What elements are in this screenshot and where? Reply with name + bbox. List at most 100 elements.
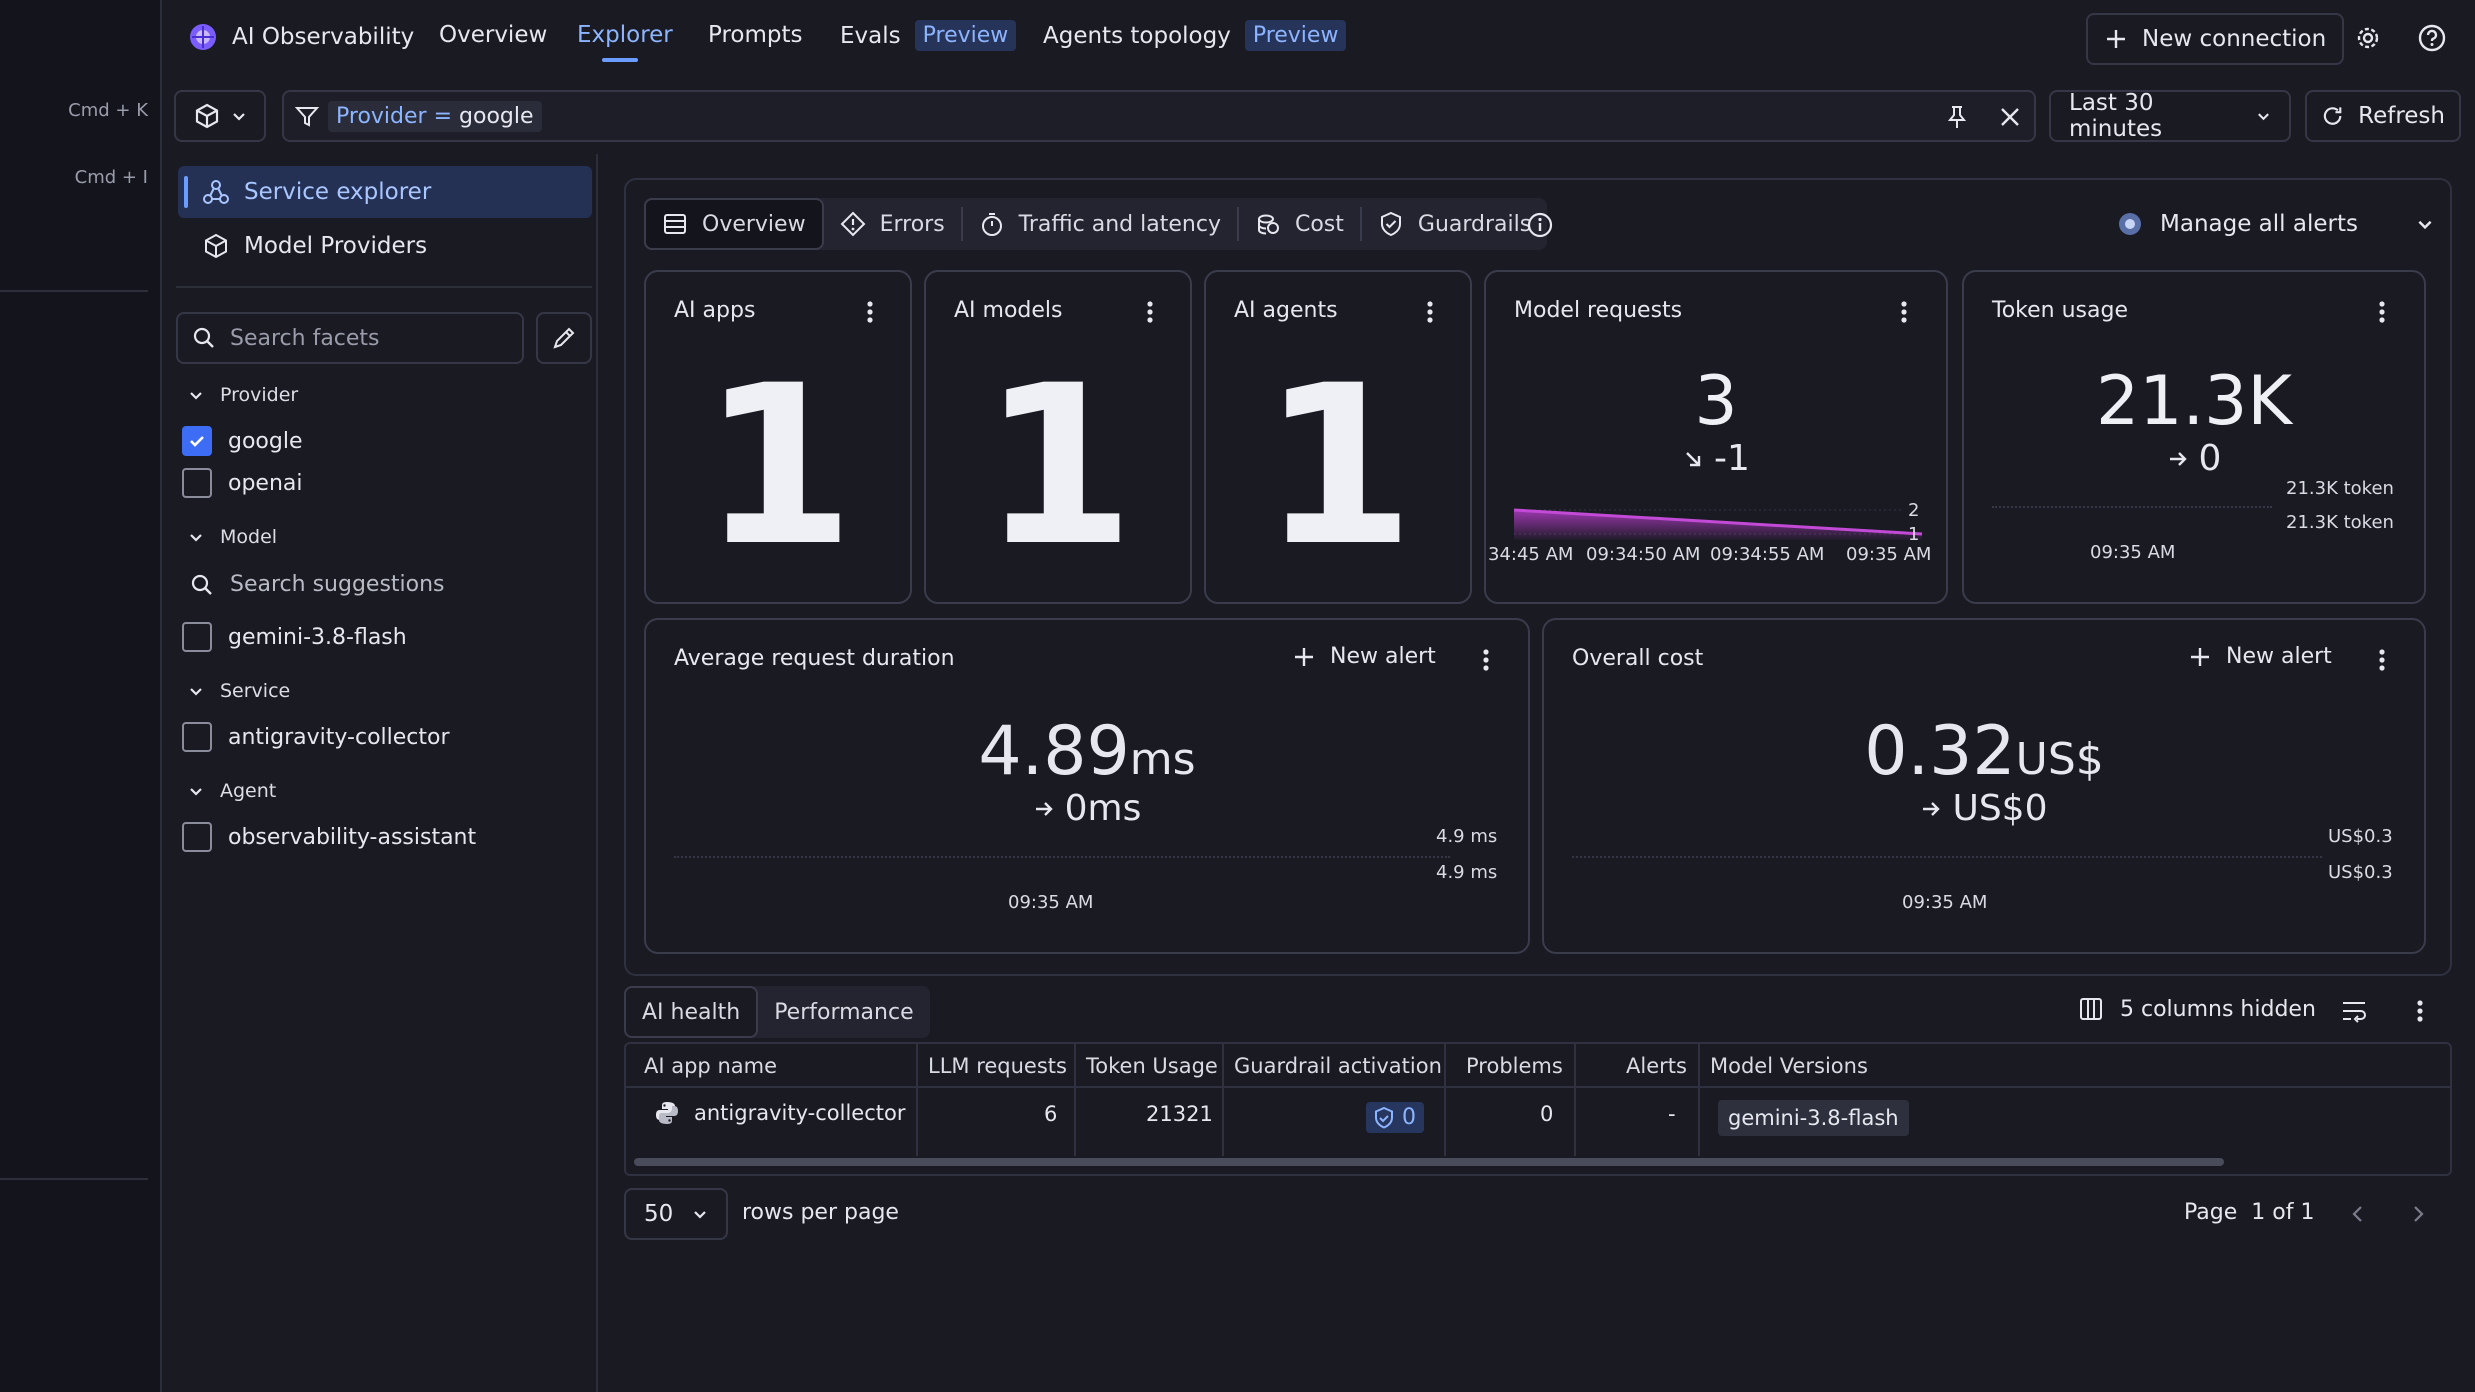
columns-hidden-button[interactable]: 5 columns hidden xyxy=(2078,996,2316,1022)
facet-option-openai[interactable]: openai xyxy=(182,468,303,498)
facet-option-google[interactable]: google xyxy=(182,426,303,456)
facet-option-gemini[interactable]: gemini-3.8-flash xyxy=(182,622,407,652)
filter-key: Provider xyxy=(336,104,427,129)
nav-explorer[interactable]: Explorer xyxy=(577,22,673,48)
checkbox[interactable] xyxy=(182,822,212,852)
new-connection-button[interactable]: New connection xyxy=(2086,13,2345,65)
time-range-selector[interactable]: Last 30 minutes xyxy=(2049,90,2291,142)
card-avg-request-duration[interactable]: Average request duration New alert 4.89m… xyxy=(644,618,1530,954)
app-name-cell[interactable]: antigravity-collector xyxy=(654,1100,905,1126)
y-tick: 1 xyxy=(1908,524,1919,545)
column-header[interactable]: Alerts xyxy=(1626,1054,1687,1078)
more-options-icon[interactable] xyxy=(2378,648,2386,672)
tab-traffic-latency[interactable]: Traffic and latency xyxy=(963,198,1237,250)
pin-icon[interactable] xyxy=(1944,104,1970,130)
card-ai-apps[interactable]: AI apps 1 xyxy=(644,270,912,604)
card-overall-cost[interactable]: Overall cost New alert 0.32US$ US$0 US$0… xyxy=(1542,618,2426,954)
column-header[interactable]: Model Versions xyxy=(1710,1054,1868,1078)
model-requests-chart: 2 1 34:45 AM 09:34:50 AM 09:34:55 AM 09:35 AM xyxy=(1488,500,1931,565)
refresh-button[interactable]: Refresh xyxy=(2305,90,2461,142)
more-options-icon[interactable] xyxy=(1482,648,1490,672)
column-header[interactable]: AI app name xyxy=(644,1054,777,1078)
shortcut-info: Cmd + I xyxy=(74,167,148,188)
filter-chip[interactable]: Provider = google xyxy=(328,101,542,132)
service-explorer-icon xyxy=(203,180,229,204)
chart-baseline xyxy=(1572,856,2322,858)
app-logo[interactable]: AI Observability xyxy=(188,22,414,52)
more-options-icon[interactable] xyxy=(1426,300,1434,324)
facet-model-header[interactable]: Model xyxy=(188,526,277,548)
tab-guardrails[interactable]: Guardrails xyxy=(1362,198,1547,250)
facet-option-antigravity[interactable]: antigravity-collector xyxy=(182,722,450,752)
tab-cost[interactable]: Cost xyxy=(1239,198,1360,250)
table-row[interactable]: antigravity-collector 6 21321 0 0 - gemi… xyxy=(626,1088,2450,1152)
nav-prompts[interactable]: Prompts xyxy=(708,22,803,48)
entity-type-selector[interactable] xyxy=(174,90,266,142)
guardrail-activation-badge[interactable]: 0 xyxy=(1366,1102,1424,1133)
info-icon[interactable] xyxy=(1526,211,1554,239)
nav-agents-topology[interactable]: Agents topology Preview xyxy=(1043,20,1347,51)
help-button[interactable] xyxy=(2414,20,2450,56)
checkbox-checked[interactable] xyxy=(182,426,212,456)
card-token-usage[interactable]: Token usage 21.3K 0 21.3K token 21.3K to… xyxy=(1962,270,2426,604)
sidebar-item-service-explorer[interactable]: Service explorer xyxy=(178,166,592,218)
facet-agent-header[interactable]: Agent xyxy=(188,780,276,802)
manage-alerts-button[interactable]: Manage all alerts xyxy=(2116,210,2434,238)
python-icon xyxy=(656,1102,678,1124)
wrap-text-icon[interactable] xyxy=(2340,997,2368,1025)
checkbox[interactable] xyxy=(182,622,212,652)
nav-overview[interactable]: Overview xyxy=(439,22,548,48)
tab-separator xyxy=(960,207,963,241)
facet-title: Service xyxy=(220,680,291,702)
card-ai-models[interactable]: AI models 1 xyxy=(924,270,1192,604)
settings-button[interactable] xyxy=(2350,20,2386,56)
horizontal-scrollbar[interactable] xyxy=(634,1158,2224,1166)
tab-performance[interactable]: Performance xyxy=(774,999,914,1025)
ai-apps-table: AI app name LLM requests Token Usage Gua… xyxy=(624,1042,2452,1176)
column-header[interactable]: Token Usage xyxy=(1086,1054,1218,1078)
more-options-icon[interactable] xyxy=(2378,300,2386,324)
card-ai-agents[interactable]: AI agents 1 xyxy=(1204,270,1472,604)
tab-overview[interactable]: Overview xyxy=(644,198,824,250)
new-alert-button[interactable]: New alert xyxy=(2188,644,2332,669)
settings-icon xyxy=(2357,27,2379,49)
sidebar-item-model-providers[interactable]: Model Providers xyxy=(178,220,592,272)
y-tick: 2 xyxy=(1908,500,1919,521)
tab-errors[interactable]: Errors xyxy=(824,198,961,250)
tab-separator xyxy=(1236,207,1239,241)
rows-per-page-select[interactable]: 50 xyxy=(624,1188,728,1240)
column-divider xyxy=(1444,1044,1446,1156)
edit-facets-button[interactable] xyxy=(536,312,592,364)
search-facets-input[interactable]: Search facets xyxy=(176,312,524,364)
chevron-right-icon[interactable] xyxy=(2406,1202,2430,1226)
clear-filter-icon[interactable] xyxy=(1998,105,2022,129)
facet-provider-header[interactable]: Provider xyxy=(188,384,298,406)
card-model-requests[interactable]: Model requests 3 -1 2 1 34:45 AM 09:34:50 A… xyxy=(1484,270,1948,604)
column-header[interactable]: Guardrail activation xyxy=(1234,1054,1442,1078)
model-suggestion-search[interactable]: Search suggestions xyxy=(190,572,445,597)
search-icon xyxy=(191,574,212,595)
stopwatch-icon xyxy=(981,213,1002,236)
column-header[interactable]: Problems xyxy=(1466,1054,1563,1078)
more-options-icon[interactable] xyxy=(2416,999,2424,1023)
nav-evals[interactable]: Evals Preview xyxy=(840,20,1017,51)
app-name-link[interactable]: antigravity-collector xyxy=(694,1101,906,1125)
new-alert-button[interactable]: New alert xyxy=(1292,644,1436,669)
chevron-left-icon[interactable] xyxy=(2346,1202,2370,1226)
pencil-icon xyxy=(553,327,575,349)
more-options-icon[interactable] xyxy=(866,300,874,324)
model-version-badge[interactable]: gemini-3.8-flash xyxy=(1718,1100,1909,1136)
chevron-down-icon xyxy=(2418,220,2432,230)
tab-ai-health[interactable]: AI health xyxy=(624,986,759,1038)
nav-agents-topology-label: Agents topology xyxy=(1043,22,1231,49)
more-options-icon[interactable] xyxy=(1146,300,1154,324)
alerts-logo-icon xyxy=(2119,213,2141,235)
checkbox[interactable] xyxy=(182,722,212,752)
more-options-icon[interactable] xyxy=(1900,300,1908,324)
column-header[interactable]: LLM requests xyxy=(928,1054,1067,1078)
checkbox[interactable] xyxy=(182,468,212,498)
filter-bar[interactable]: Provider = google xyxy=(282,90,2036,142)
facet-service-header[interactable]: Service xyxy=(188,680,290,702)
x-tick: 09:34:55 AM xyxy=(1710,544,1824,565)
facet-option-observability-assistant[interactable]: observability-assistant xyxy=(182,822,476,852)
